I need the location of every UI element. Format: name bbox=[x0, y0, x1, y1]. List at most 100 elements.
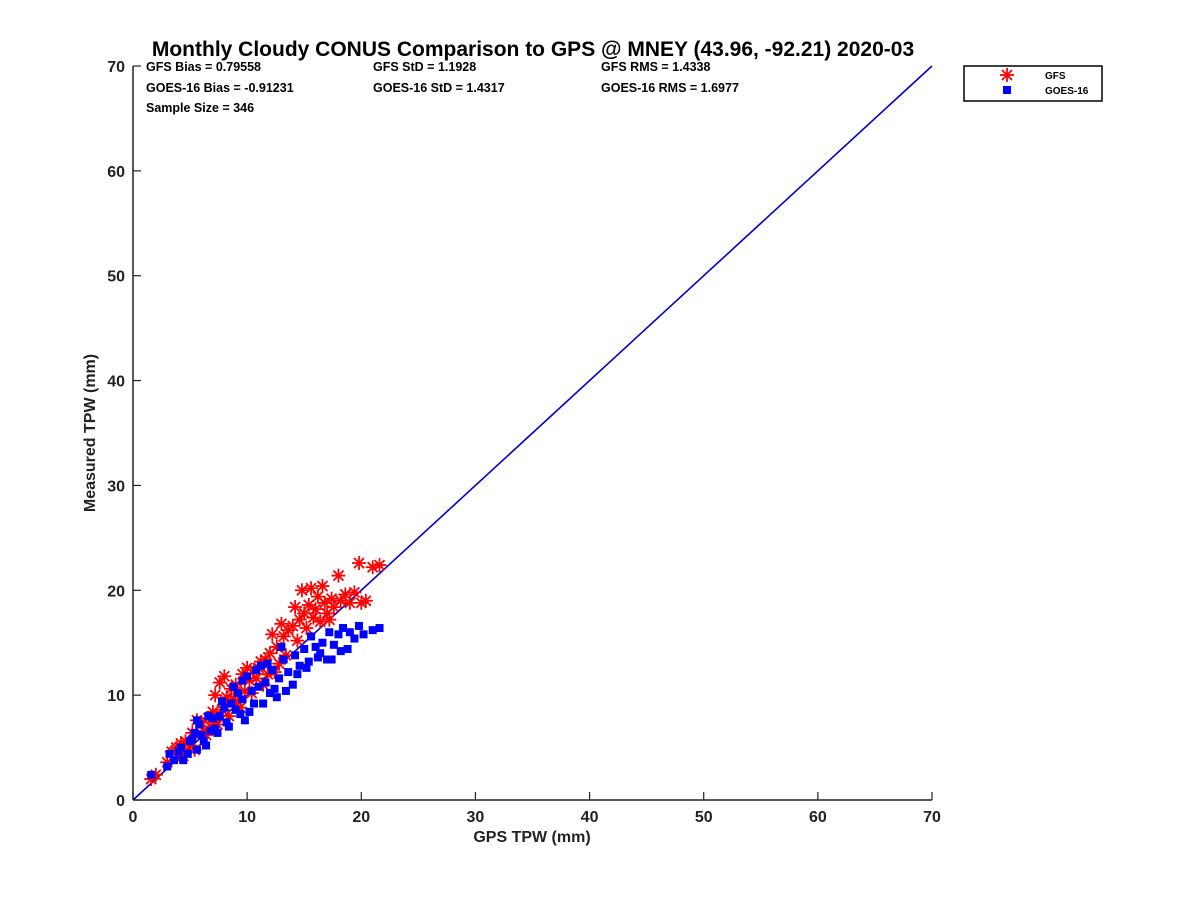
goes16-point bbox=[345, 628, 354, 637]
gfs-point bbox=[313, 614, 328, 629]
goes16-point bbox=[272, 693, 281, 702]
goes16-point bbox=[318, 638, 327, 647]
goes16-point bbox=[188, 735, 197, 744]
goes16-point bbox=[190, 728, 199, 737]
goes16-point bbox=[252, 665, 261, 674]
goes16-point bbox=[311, 642, 320, 651]
goes16-point bbox=[163, 762, 172, 771]
goes16-point bbox=[247, 686, 256, 695]
goes16-point bbox=[339, 624, 348, 633]
goes16-point bbox=[336, 647, 345, 656]
goes16-point bbox=[220, 703, 229, 712]
y-tick-label: 70 bbox=[107, 59, 125, 76]
gfs-bias-text: GFS Bias = 0.79558 bbox=[146, 60, 261, 74]
goes16-point bbox=[304, 657, 313, 666]
goes16-point bbox=[202, 741, 211, 750]
goes16-point bbox=[368, 626, 377, 635]
gfs-point bbox=[308, 602, 323, 617]
goes16-point bbox=[293, 670, 302, 679]
goes16-point bbox=[211, 724, 220, 733]
goes16-point bbox=[343, 645, 352, 654]
goes16-point bbox=[183, 749, 192, 758]
goes16-point bbox=[323, 655, 332, 664]
goes-bias-text: GOES-16 Bias = -0.91231 bbox=[146, 81, 294, 95]
goes16-point bbox=[224, 722, 233, 731]
y-tick-label: 60 bbox=[107, 164, 125, 181]
y-tick-label: 0 bbox=[116, 793, 125, 810]
goes16-point bbox=[218, 697, 227, 706]
goes16-point bbox=[170, 756, 179, 765]
x-tick-label: 50 bbox=[695, 809, 713, 826]
reference-line-group bbox=[132, 65, 933, 801]
goes16-point bbox=[295, 661, 304, 670]
gfs-point bbox=[304, 581, 319, 596]
x-tick-label: 20 bbox=[352, 809, 370, 826]
goes16-point bbox=[165, 749, 174, 758]
goes16-point bbox=[231, 705, 240, 714]
goes16-point bbox=[249, 699, 258, 708]
goes-std-text: GOES-16 StD = 1.4317 bbox=[373, 81, 505, 95]
y-tick-label: 30 bbox=[107, 478, 125, 495]
goes16-point bbox=[195, 720, 204, 729]
gfs-point bbox=[342, 595, 357, 610]
gfs-point bbox=[217, 669, 232, 684]
legend-goes-label: GOES-16 bbox=[1045, 86, 1089, 97]
goes16-point bbox=[245, 707, 254, 716]
x-tick-label: 40 bbox=[581, 809, 599, 826]
goes16-point bbox=[268, 665, 277, 674]
y-tick-label: 10 bbox=[107, 688, 125, 705]
gfs-point bbox=[347, 585, 362, 600]
goes16-point bbox=[302, 663, 311, 672]
goes16-point bbox=[325, 628, 334, 637]
goes16-point bbox=[277, 642, 286, 651]
y-tick-label: 40 bbox=[107, 374, 125, 391]
goes16-point bbox=[327, 655, 336, 664]
gfs-rms-text: GFS RMS = 1.4338 bbox=[601, 60, 710, 74]
x-tick-label: 70 bbox=[923, 809, 941, 826]
x-tick-label: 60 bbox=[809, 809, 827, 826]
y-tick-label: 20 bbox=[107, 583, 125, 600]
legend-goes-marker bbox=[1003, 86, 1011, 94]
gfs-point bbox=[265, 627, 280, 642]
x-axis-label: GPS TPW (mm) bbox=[473, 829, 590, 846]
goes16-point bbox=[300, 645, 309, 654]
goes16-point bbox=[236, 710, 245, 719]
goes16-point bbox=[234, 689, 243, 698]
legend-gfs-asterisk bbox=[1000, 68, 1014, 82]
goes16-point bbox=[359, 630, 368, 639]
goes16-point bbox=[179, 756, 188, 765]
gfs-point bbox=[290, 633, 305, 648]
goes16-point bbox=[229, 682, 238, 691]
goes16-point bbox=[329, 640, 338, 649]
goes16-point bbox=[199, 737, 208, 746]
goes16-point bbox=[238, 695, 247, 704]
gfs-point bbox=[358, 593, 373, 608]
goes16-point bbox=[240, 716, 249, 725]
goes16-point bbox=[222, 718, 231, 727]
legend-box bbox=[963, 65, 1103, 102]
gfs-point bbox=[324, 591, 339, 606]
goes16-point bbox=[270, 684, 279, 693]
goes16-point bbox=[208, 714, 217, 723]
gfs-point bbox=[322, 612, 337, 627]
x-tick-label: 10 bbox=[238, 809, 256, 826]
y-tick-label: 50 bbox=[107, 269, 125, 286]
goes16-point bbox=[375, 624, 384, 633]
goes16-point bbox=[307, 632, 316, 641]
goes16-point bbox=[238, 676, 247, 685]
goes16-point bbox=[281, 686, 290, 695]
x-tick-label: 30 bbox=[467, 809, 485, 826]
goes16-point bbox=[213, 728, 222, 737]
gfs-point bbox=[299, 621, 314, 636]
goes16-point bbox=[275, 674, 284, 683]
goes16-point bbox=[291, 651, 300, 660]
goes16-point bbox=[227, 699, 236, 708]
goes16-point bbox=[284, 668, 293, 677]
gfs-point bbox=[352, 556, 367, 571]
goes16-point bbox=[265, 689, 274, 698]
goes16-point bbox=[192, 745, 201, 754]
goes16-point bbox=[334, 630, 343, 639]
goes16-point bbox=[279, 655, 288, 664]
goes16-point bbox=[256, 661, 265, 670]
